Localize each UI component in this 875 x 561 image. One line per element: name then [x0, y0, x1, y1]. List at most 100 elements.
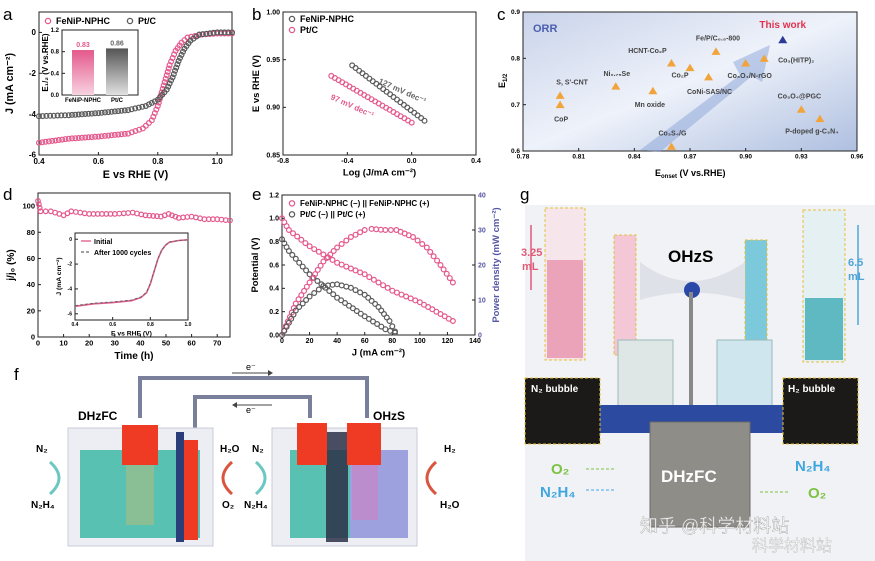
- a-data-point: [54, 112, 61, 119]
- e-data-point: [349, 305, 356, 312]
- e-x-tick-label: 60: [361, 338, 369, 345]
- e-data-point: [317, 262, 324, 269]
- a-data-point: [142, 102, 149, 109]
- a-x-tick-label: 1.0: [212, 157, 224, 166]
- e-data-point: [449, 279, 456, 286]
- a-data-point: [168, 77, 175, 84]
- e-data-point: [314, 278, 321, 285]
- d-inset-legend-label: After 1000 cycles: [94, 250, 151, 257]
- electron-arrow-left-head: [232, 402, 237, 408]
- a-data-point: [75, 135, 82, 142]
- electron-label-top: e⁻: [246, 362, 256, 372]
- e-data-point: [386, 318, 393, 325]
- c-y-label-main: E: [497, 82, 507, 88]
- e-data-point: [302, 240, 309, 247]
- a-data-point: [55, 137, 62, 144]
- e-data-point: [443, 270, 450, 277]
- a-data-point: [118, 107, 125, 114]
- ohzs-anode: [297, 423, 327, 465]
- a-data-point: [178, 51, 185, 58]
- d-y-tick-label: 40: [27, 280, 35, 289]
- e-y-axis-label: Potential (V): [250, 237, 261, 292]
- e-data-point: [361, 291, 368, 298]
- d-inset-y-tick-label: -6: [68, 311, 73, 317]
- e-data-point: [392, 328, 399, 335]
- a-data-point: [121, 130, 128, 137]
- a-data-point: [229, 29, 236, 36]
- e-y-tick-label: 0.6: [269, 262, 279, 269]
- c-x-tick-label: 0.81: [572, 154, 585, 161]
- d-inset-series-line: [74, 239, 189, 308]
- e-data-point: [387, 227, 394, 234]
- c-point-label: Ni₀.₇₅Se: [603, 71, 630, 78]
- e-x-tick-label: 20: [306, 338, 314, 345]
- panel-letter-a: a: [3, 5, 13, 24]
- d-inset-y-tick-label: -4: [68, 287, 73, 293]
- e-data-point: [330, 291, 337, 298]
- ohzs-label: OHzS: [668, 247, 713, 266]
- e-data-point: [375, 279, 382, 286]
- e-data-point: [311, 290, 318, 297]
- label-o2-mid: O₂: [222, 500, 234, 511]
- a-data-point: [111, 131, 118, 138]
- d-plot-frame: [37, 192, 231, 338]
- a-x-axis-label: E vs RHE (V): [103, 169, 169, 181]
- b-y-tick-label: 0.90: [266, 105, 280, 112]
- e-legend-label: Pt/C (−) || Pt/C (+): [300, 210, 366, 219]
- a-data-point: [174, 61, 181, 68]
- a-data-point: [62, 136, 69, 143]
- a-data-point: [217, 29, 224, 36]
- a-data-point: [78, 134, 85, 141]
- c-point-label: Co₂P: [671, 73, 688, 80]
- a-x-tick-label: 0.6: [93, 157, 105, 166]
- d-x-tick-label: 30: [111, 339, 119, 348]
- left-tube: [613, 234, 637, 356]
- a-data-point: [125, 130, 132, 137]
- o2-outlet-label: O₂: [808, 485, 826, 502]
- b-legend-marker: [288, 15, 296, 23]
- e-data-point: [311, 246, 318, 253]
- external-wire-bottom: [193, 395, 312, 428]
- external-wire-top: [138, 376, 369, 418]
- e-data-point: [357, 229, 364, 236]
- c-x-axis-label: Eonset (V vs.RHE): [655, 168, 726, 180]
- a-data-point: [168, 58, 175, 65]
- e-data-point: [299, 263, 306, 270]
- a-data-point: [52, 137, 59, 144]
- cycle-arrow-far: [425, 460, 438, 496]
- e-y-tick-label: 0.4: [269, 286, 279, 293]
- d-data-point: [142, 212, 149, 219]
- stand-clamp: [640, 262, 745, 300]
- label-n2-right: N₂: [252, 444, 264, 455]
- a-data-point: [115, 131, 122, 138]
- c-data-point: [648, 86, 658, 95]
- a-inset-data-label: 0.83: [76, 42, 90, 49]
- c-x-tick-label: 0.90: [739, 154, 752, 161]
- a-data-point: [173, 64, 180, 71]
- o2-inlet-label: O₂: [551, 461, 569, 478]
- e-y-tick-label: 0.8: [269, 239, 279, 246]
- label-h2o-mid: H₂O: [220, 444, 240, 455]
- e-data-point: [427, 248, 434, 255]
- c-point-label: Co₃S₄/G: [658, 130, 687, 137]
- a-data-point: [207, 30, 214, 37]
- d-data-point: [146, 212, 153, 219]
- d-x-tick-label: 20: [85, 339, 93, 348]
- left-cylinder-liquid: [547, 260, 583, 358]
- a-data-point: [225, 29, 232, 36]
- a-data-point: [88, 134, 95, 141]
- d-inset-x-tick-label: 0.6: [109, 322, 116, 328]
- a-y-tick-label: 0: [32, 28, 37, 37]
- b-x-tick-label: 0.0: [407, 158, 417, 165]
- c-x-label-rest: (V vs.RHE): [677, 168, 726, 178]
- e-data-point: [366, 274, 373, 281]
- panel-letter-f: f: [14, 365, 19, 384]
- d-y-tick-label: 80: [27, 228, 35, 237]
- a-plot-frame: [38, 11, 233, 156]
- e-data-point: [303, 297, 310, 304]
- e-data-point: [334, 294, 341, 301]
- a-data-point: [65, 112, 72, 119]
- a-data-point: [115, 108, 122, 115]
- electron-arrow-right-head: [268, 370, 273, 376]
- e-data-point: [334, 244, 341, 251]
